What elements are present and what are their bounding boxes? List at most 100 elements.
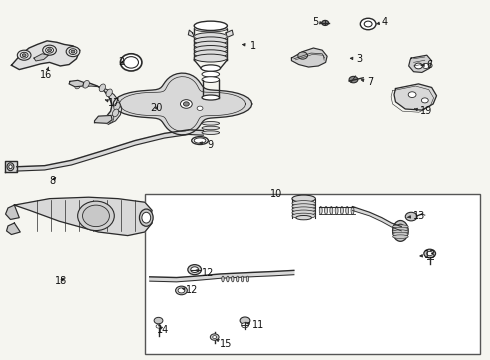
Ellipse shape xyxy=(346,207,349,215)
Polygon shape xyxy=(150,270,294,282)
Text: 11: 11 xyxy=(246,320,265,330)
Text: 18: 18 xyxy=(55,276,68,286)
Ellipse shape xyxy=(192,136,208,144)
Text: 9: 9 xyxy=(200,140,213,150)
Ellipse shape xyxy=(227,276,229,282)
Polygon shape xyxy=(14,197,152,235)
Ellipse shape xyxy=(324,207,327,215)
Ellipse shape xyxy=(194,33,227,41)
Ellipse shape xyxy=(202,71,220,77)
Polygon shape xyxy=(409,55,432,72)
Circle shape xyxy=(213,336,217,338)
Circle shape xyxy=(422,63,429,68)
Circle shape xyxy=(71,50,75,53)
Circle shape xyxy=(210,334,219,340)
Text: 3: 3 xyxy=(350,54,363,64)
Circle shape xyxy=(197,106,203,111)
Ellipse shape xyxy=(392,227,408,231)
Circle shape xyxy=(298,52,308,59)
Ellipse shape xyxy=(330,207,333,215)
Ellipse shape xyxy=(121,54,142,71)
Ellipse shape xyxy=(222,276,224,282)
Ellipse shape xyxy=(99,84,105,92)
Circle shape xyxy=(421,98,428,103)
Polygon shape xyxy=(11,41,80,69)
Text: 1: 1 xyxy=(243,41,256,50)
Text: 2: 2 xyxy=(118,57,124,67)
Polygon shape xyxy=(95,116,112,123)
Circle shape xyxy=(322,21,329,26)
Ellipse shape xyxy=(292,213,316,219)
Circle shape xyxy=(405,212,417,221)
Text: 20: 20 xyxy=(150,103,163,113)
Text: 12: 12 xyxy=(182,285,199,296)
Ellipse shape xyxy=(392,235,408,238)
Ellipse shape xyxy=(82,205,109,226)
Ellipse shape xyxy=(202,131,220,134)
Ellipse shape xyxy=(242,276,244,282)
Ellipse shape xyxy=(7,163,14,171)
Circle shape xyxy=(66,46,80,57)
Circle shape xyxy=(180,100,192,108)
Ellipse shape xyxy=(142,212,151,223)
Ellipse shape xyxy=(194,50,227,58)
Text: 13: 13 xyxy=(420,250,437,260)
Circle shape xyxy=(178,288,185,293)
Polygon shape xyxy=(4,161,17,172)
Ellipse shape xyxy=(194,54,227,62)
Text: 16: 16 xyxy=(40,67,52,80)
Circle shape xyxy=(424,249,436,258)
Ellipse shape xyxy=(107,115,114,123)
Ellipse shape xyxy=(335,207,338,215)
Ellipse shape xyxy=(351,207,354,215)
Circle shape xyxy=(408,92,416,98)
Ellipse shape xyxy=(292,204,316,209)
Ellipse shape xyxy=(194,21,227,31)
Circle shape xyxy=(156,324,161,328)
Circle shape xyxy=(22,54,26,57)
Ellipse shape xyxy=(292,207,316,212)
Ellipse shape xyxy=(194,37,227,45)
Polygon shape xyxy=(5,205,19,220)
Text: 7: 7 xyxy=(361,77,373,87)
Ellipse shape xyxy=(319,207,322,215)
Polygon shape xyxy=(226,30,233,37)
Ellipse shape xyxy=(194,26,227,32)
Text: 14: 14 xyxy=(157,325,170,334)
Polygon shape xyxy=(34,54,49,61)
Ellipse shape xyxy=(202,122,220,125)
Circle shape xyxy=(20,52,28,58)
Ellipse shape xyxy=(201,65,220,71)
Circle shape xyxy=(46,47,53,53)
Ellipse shape xyxy=(232,276,234,282)
Ellipse shape xyxy=(9,165,12,169)
Polygon shape xyxy=(352,207,401,231)
Text: 19: 19 xyxy=(415,106,432,116)
Ellipse shape xyxy=(395,224,405,238)
Ellipse shape xyxy=(194,41,227,49)
Circle shape xyxy=(349,76,358,83)
Text: 17: 17 xyxy=(105,98,121,108)
Circle shape xyxy=(188,265,201,275)
Polygon shape xyxy=(292,48,327,67)
Circle shape xyxy=(360,18,376,30)
Text: 5: 5 xyxy=(313,17,322,27)
Ellipse shape xyxy=(292,210,316,215)
Text: 4: 4 xyxy=(376,17,388,27)
Ellipse shape xyxy=(296,216,312,220)
Ellipse shape xyxy=(124,57,139,68)
Circle shape xyxy=(154,318,163,324)
Ellipse shape xyxy=(392,221,408,241)
Polygon shape xyxy=(6,223,20,234)
Text: 13: 13 xyxy=(407,211,425,221)
Text: 6: 6 xyxy=(421,60,433,70)
Ellipse shape xyxy=(202,126,220,130)
Polygon shape xyxy=(17,130,203,171)
Polygon shape xyxy=(114,73,252,135)
Ellipse shape xyxy=(112,109,119,117)
Text: 12: 12 xyxy=(196,267,215,278)
Ellipse shape xyxy=(341,207,343,215)
Ellipse shape xyxy=(83,80,89,88)
Ellipse shape xyxy=(202,77,220,82)
Circle shape xyxy=(415,63,422,69)
